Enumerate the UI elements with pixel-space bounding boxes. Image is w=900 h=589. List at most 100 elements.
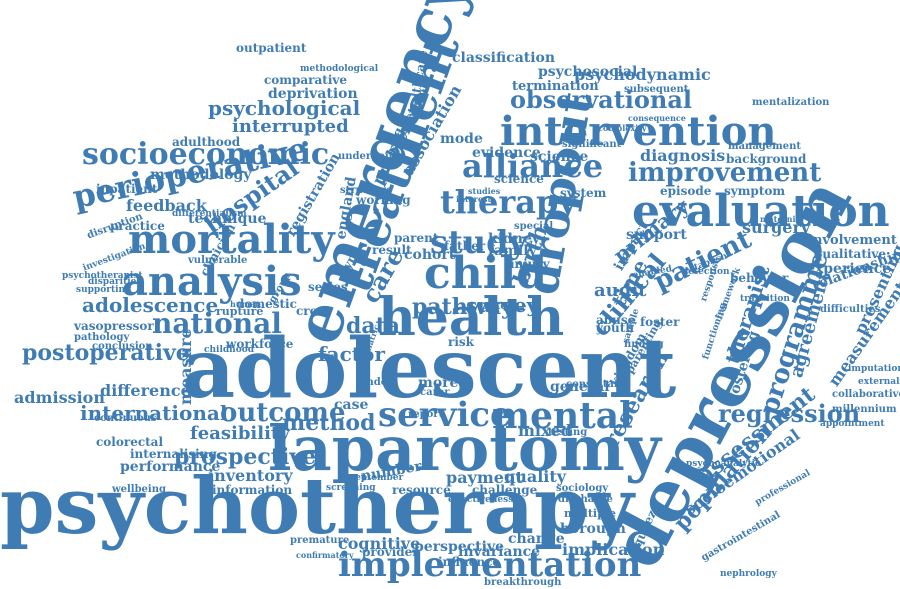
word-psychotherapist: psychotherapist xyxy=(62,271,143,281)
word-change: change xyxy=(508,531,565,547)
word-complexity: complexity xyxy=(598,123,647,133)
word-involvement: involvement xyxy=(808,233,897,248)
word-adolescence: adolescence xyxy=(82,293,219,317)
word-survey: survey xyxy=(466,293,539,317)
word-payment: payment xyxy=(446,468,523,487)
word-report: report xyxy=(408,409,444,420)
word-psychological: psychological xyxy=(208,96,361,120)
word-injury: injury xyxy=(510,257,550,271)
word-technique: technique xyxy=(188,211,267,227)
word-detection: detection xyxy=(682,267,730,277)
word-london: london xyxy=(356,377,395,388)
word-appointment: appointment xyxy=(820,419,885,429)
word-improvement: improvement xyxy=(628,158,822,188)
word-support: support xyxy=(626,227,687,243)
word-structure: structure xyxy=(340,185,393,196)
word-intervention: intervention xyxy=(500,108,777,155)
word-general: general xyxy=(550,379,610,395)
word-observational: observational xyxy=(510,85,693,114)
word-interest: interest xyxy=(456,194,492,204)
word-studies: studies xyxy=(468,186,501,196)
word-prospective: prospective xyxy=(174,444,317,470)
word-termination: termination xyxy=(512,79,599,94)
word-interrupted: interrupted xyxy=(232,116,349,137)
word-multiple: multiple xyxy=(564,507,616,520)
word-rate: rate xyxy=(484,301,507,312)
word-supporting: supporting xyxy=(76,285,132,295)
word-performance: performance xyxy=(120,459,221,475)
word-imputation: imputation xyxy=(848,364,900,374)
word-regression: regression xyxy=(718,399,861,428)
word-health: health xyxy=(378,287,565,348)
word-analysis: analysis xyxy=(122,258,302,305)
word-classification: classification xyxy=(452,50,556,66)
word-factor: factor xyxy=(318,342,385,366)
word-working: working xyxy=(356,193,411,207)
word-risk: risk xyxy=(448,335,474,349)
word-provider: provider xyxy=(362,545,419,559)
word-data: data xyxy=(346,313,401,339)
word-episode: episode xyxy=(660,184,712,198)
word-series: series xyxy=(308,280,348,294)
word-confirmatory: confirmatory xyxy=(296,550,354,560)
word-feedback: feedback xyxy=(126,196,207,215)
word-nephrology: nephrology xyxy=(720,569,777,579)
word-influence: influence xyxy=(438,555,501,569)
word-evidence: evidence xyxy=(472,145,541,161)
word-inventory: inventory xyxy=(208,466,293,485)
word-professional: professional xyxy=(753,468,813,508)
word-youth: youth xyxy=(596,321,634,335)
word-laparotomy: laparotomy xyxy=(268,412,661,485)
word-quality: quality xyxy=(504,467,567,486)
word-subsequent: subsequent xyxy=(624,84,689,95)
word-consultant: consultant xyxy=(566,379,626,390)
word-inpatient: inpatient xyxy=(96,182,158,196)
word-borough: borough xyxy=(560,521,626,537)
word-mental: mental xyxy=(492,395,633,437)
word-challenge: challenge xyxy=(472,483,538,497)
word-service: service xyxy=(378,395,512,435)
word-finding: finding xyxy=(624,339,664,350)
word-psychosocial: psychosocial xyxy=(538,64,638,80)
word-pathway: pathway xyxy=(412,294,514,320)
word-cohort: cohort xyxy=(404,247,456,263)
word-workforce: workforce xyxy=(226,337,294,351)
word-millennium: millennium xyxy=(832,404,897,415)
word-screening: screening xyxy=(326,483,376,493)
word-implication: implication xyxy=(562,540,665,559)
word-parent: parent xyxy=(394,231,439,245)
word-vulnerable: vulnerable xyxy=(188,255,248,266)
word-testing: testing xyxy=(548,427,588,438)
word-experience: experience xyxy=(806,261,892,277)
word-outpatient: outpatient xyxy=(236,41,307,55)
word-human: human xyxy=(230,299,262,309)
word-differentialism: differentialism xyxy=(172,209,247,219)
word-childhood: childhood xyxy=(204,345,254,355)
word-kidney: kidney xyxy=(488,231,541,247)
word-wellbeing: wellbeing xyxy=(112,484,166,495)
word-difference: difference xyxy=(100,381,191,400)
word-outcome: outcome xyxy=(220,398,346,428)
word-evaluation: evaluation xyxy=(632,186,890,237)
word-diagnosis: diagnosis xyxy=(640,146,726,165)
word-surgery: surgery xyxy=(742,218,811,237)
word-breakthrough: breakthrough xyxy=(484,577,562,588)
word-carer: carer xyxy=(420,387,450,398)
word-deprivation: deprivation xyxy=(268,86,358,102)
word-audit: audit xyxy=(594,280,647,301)
word-mentalization: mentalization xyxy=(752,97,830,108)
word-vasopressor: vasopressor xyxy=(74,319,154,333)
word-transition: transition xyxy=(740,294,790,304)
word-science-2: science xyxy=(494,172,544,186)
word-more: more xyxy=(418,375,459,391)
word-background: background xyxy=(726,152,807,166)
word-practice: practice xyxy=(110,219,165,233)
word-methodological: methodological xyxy=(300,64,379,74)
word-special: special xyxy=(514,221,554,232)
word-information: information xyxy=(212,483,293,497)
word-method: method xyxy=(282,410,376,436)
word-rupture: rupture xyxy=(216,305,264,318)
word-postoperative: postoperative xyxy=(22,340,190,366)
word-father: father xyxy=(444,239,486,253)
word-invariance: invariance xyxy=(458,544,541,560)
